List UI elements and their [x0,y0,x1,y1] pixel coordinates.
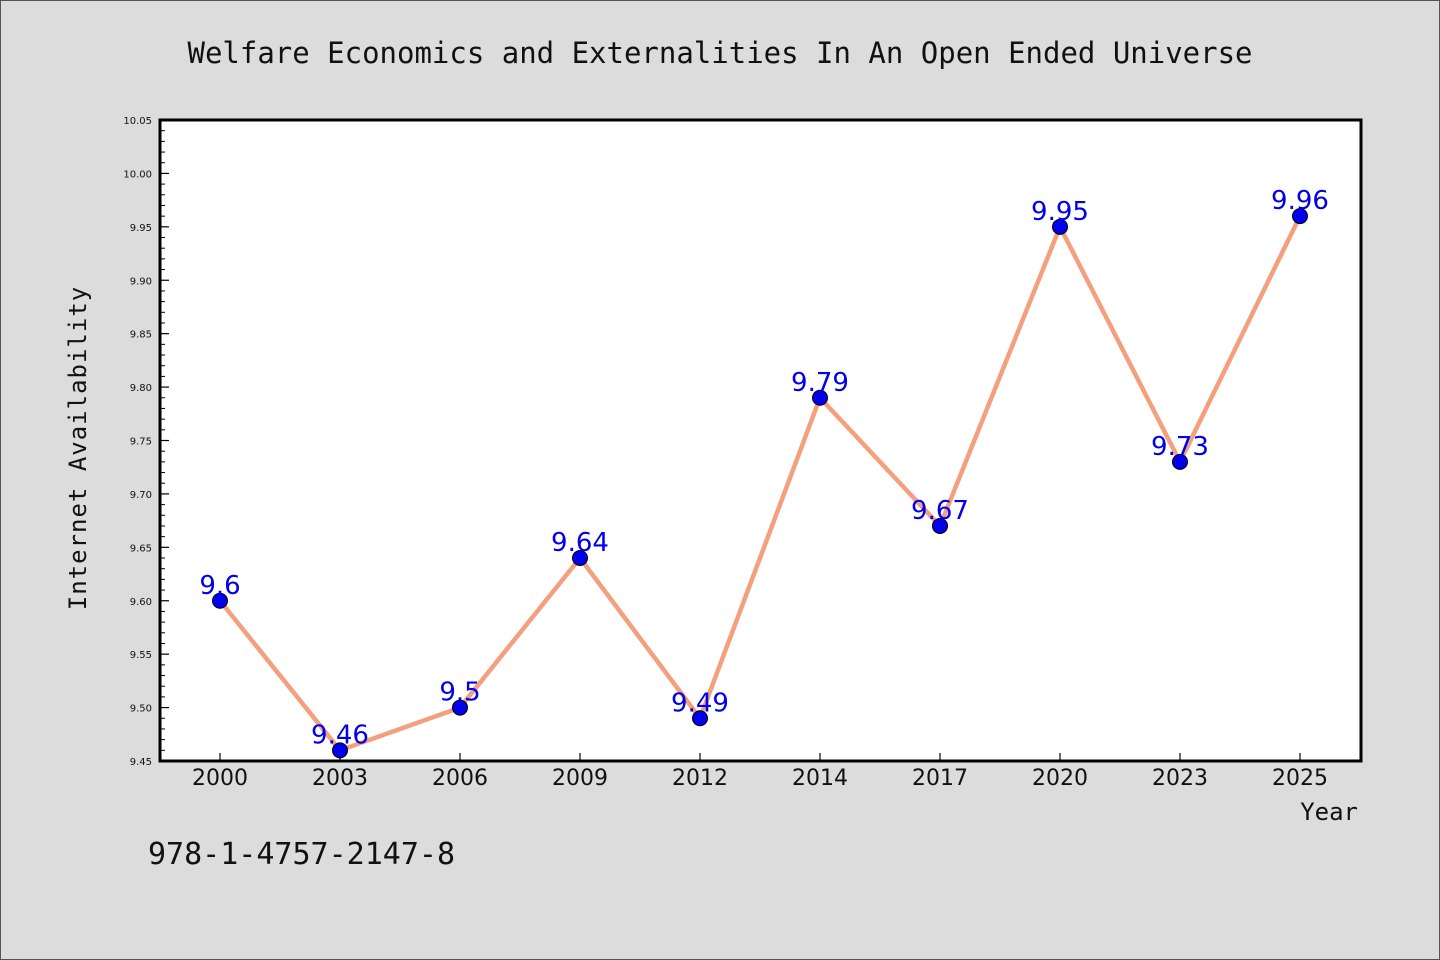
data-point [332,742,348,759]
data-label: 9.79 [791,368,849,398]
x-tick-label: 2012 [672,766,728,791]
y-tick-label: 9.60 [130,597,152,608]
data-label: 9.95 [1031,197,1089,227]
data-point [692,710,708,727]
data-point [572,550,588,567]
y-tick-label: 9.85 [130,330,152,341]
y-tick-label: 9.45 [130,757,152,768]
y-tick-label: 9.80 [130,383,152,394]
data-point [1292,208,1308,225]
y-tick-label: 9.65 [130,543,152,554]
y-axis-label: Internet Availability [64,286,92,610]
data-label: 9.46 [311,720,369,750]
data-point [812,389,828,406]
x-tick-label: 2014 [792,766,848,791]
isbn-text: 978-1-4757-2147-8 [148,837,455,872]
y-tick-label: 10.00 [123,169,152,180]
data-point [212,592,228,609]
data-label: 9.6 [199,571,240,601]
data-point [1052,218,1068,235]
x-axis-label: Year [1300,798,1358,826]
x-axis: 2000 2003 2006 2009 2012 2014 2017 2020 2023 2025 [192,753,1328,791]
y-tick-label: 9.70 [130,490,152,501]
x-tick-label: 2009 [552,766,608,791]
data-labels: 9.6 9.46 9.5 9.64 9.49 9.79 9.67 9.95 9.73 9.96 [199,186,1329,750]
y-axis: 9.45 9.50 9.55 9.60 9.65 9.70 9.75 9.80 9.85 9.90… [123,116,169,768]
series-line [218,215,1303,753]
x-tick-label: 2006 [432,766,488,791]
x-tick-label: 2003 [312,766,368,791]
y-tick-label: 9.90 [130,276,152,287]
x-tick-label: 2023 [1152,766,1208,791]
y-tick-label: 9.75 [130,437,152,448]
data-label: 9.64 [551,528,609,558]
series-group [212,208,1308,759]
chart-title: Welfare Economics and Externalities In A… [187,36,1252,70]
data-label: 9.67 [911,496,969,526]
x-tick-label: 2017 [912,766,968,791]
x-tick-label: 2020 [1032,766,1088,791]
data-point [1172,453,1188,470]
y-tick-label: 10.05 [123,116,152,127]
plot-area [158,118,1363,763]
data-point [932,517,948,534]
data-label: 9.49 [671,688,729,718]
y-tick-label: 9.50 [130,704,152,715]
data-point [452,699,468,716]
y-tick-label: 9.95 [130,223,152,234]
data-label: 9.5 [439,678,480,708]
x-tick-label: 2025 [1272,766,1328,791]
data-label: 9.73 [1151,432,1209,462]
data-label: 9.96 [1271,186,1329,216]
x-tick-label: 2000 [192,766,248,791]
y-tick-label: 9.55 [130,650,152,661]
